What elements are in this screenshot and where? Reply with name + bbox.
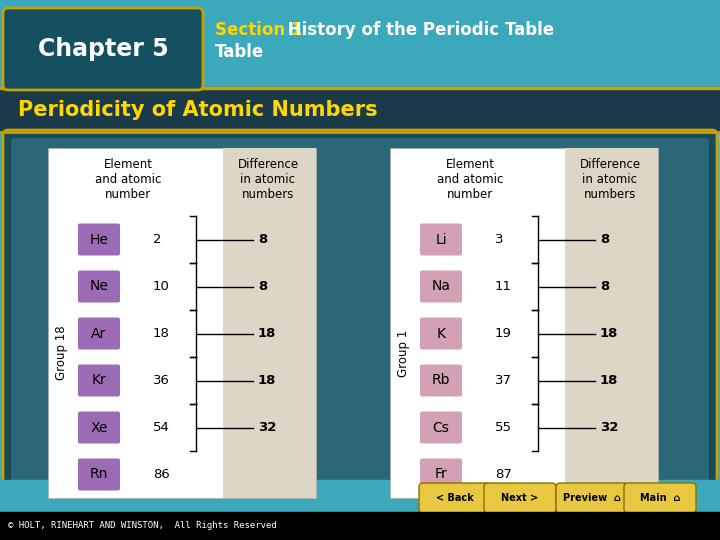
Text: Periodicity of Atomic Numbers: Periodicity of Atomic Numbers <box>18 100 377 120</box>
Text: 86: 86 <box>153 468 170 481</box>
Text: Na: Na <box>431 280 451 294</box>
Bar <box>565 148 658 498</box>
Text: 8: 8 <box>258 280 267 293</box>
Text: 18: 18 <box>153 327 170 340</box>
FancyBboxPatch shape <box>624 483 696 513</box>
Text: Rn: Rn <box>90 468 108 482</box>
FancyBboxPatch shape <box>420 364 462 396</box>
Bar <box>48 148 316 498</box>
Text: 8: 8 <box>600 280 609 293</box>
Text: K: K <box>436 327 446 341</box>
Text: Li: Li <box>435 233 447 246</box>
Text: 8: 8 <box>258 233 267 246</box>
Bar <box>223 148 316 498</box>
Text: 18: 18 <box>258 327 276 340</box>
Bar <box>390 148 658 498</box>
Text: Preview  ⌂: Preview ⌂ <box>563 493 621 503</box>
Text: 18: 18 <box>258 374 276 387</box>
Text: 3: 3 <box>495 233 503 246</box>
Text: 87: 87 <box>495 468 512 481</box>
FancyBboxPatch shape <box>420 318 462 349</box>
Text: Group 1: Group 1 <box>397 329 410 376</box>
Text: He: He <box>89 233 109 246</box>
Text: Ar: Ar <box>91 327 107 341</box>
FancyBboxPatch shape <box>420 411 462 443</box>
Text: Element
and atomic
number: Element and atomic number <box>95 158 161 201</box>
Text: Difference
in atomic
numbers: Difference in atomic numbers <box>238 158 299 201</box>
Text: Rb: Rb <box>432 374 450 388</box>
Text: < Back: < Back <box>436 493 474 503</box>
Text: Main  ⌂: Main ⌂ <box>640 493 680 503</box>
Text: 18: 18 <box>600 374 618 387</box>
FancyBboxPatch shape <box>419 483 491 513</box>
Text: 2: 2 <box>153 233 161 246</box>
Text: 32: 32 <box>258 421 276 434</box>
FancyBboxPatch shape <box>78 458 120 490</box>
FancyBboxPatch shape <box>420 224 462 255</box>
Text: Table: Table <box>215 43 264 61</box>
Text: 8: 8 <box>600 233 609 246</box>
FancyBboxPatch shape <box>3 130 717 515</box>
FancyBboxPatch shape <box>484 483 556 513</box>
Polygon shape <box>380 0 720 240</box>
Text: © HOLT, RINEHART AND WINSTON,  All Rights Reserved: © HOLT, RINEHART AND WINSTON, All Rights… <box>8 522 276 530</box>
Bar <box>0 0 720 90</box>
FancyBboxPatch shape <box>78 271 120 302</box>
FancyBboxPatch shape <box>420 271 462 302</box>
FancyBboxPatch shape <box>556 483 628 513</box>
Text: Chapter 5: Chapter 5 <box>37 37 168 61</box>
Text: Element
and atomic
number: Element and atomic number <box>437 158 503 201</box>
Text: 54: 54 <box>153 421 170 434</box>
FancyBboxPatch shape <box>78 224 120 255</box>
Text: 36: 36 <box>153 374 170 387</box>
Text: Group 18: Group 18 <box>55 326 68 380</box>
Text: 19: 19 <box>495 327 512 340</box>
Text: 11: 11 <box>495 280 512 293</box>
FancyBboxPatch shape <box>11 138 709 507</box>
FancyBboxPatch shape <box>3 8 203 90</box>
FancyBboxPatch shape <box>420 458 462 490</box>
Text: Cs: Cs <box>433 421 449 435</box>
Text: 37: 37 <box>495 374 512 387</box>
FancyBboxPatch shape <box>78 411 120 443</box>
FancyBboxPatch shape <box>78 364 120 396</box>
Text: History of the Periodic Table: History of the Periodic Table <box>282 21 554 39</box>
Text: Difference
in atomic
numbers: Difference in atomic numbers <box>580 158 641 201</box>
Text: 18: 18 <box>600 327 618 340</box>
Text: 55: 55 <box>495 421 512 434</box>
Text: 32: 32 <box>600 421 618 434</box>
Text: 10: 10 <box>153 280 170 293</box>
Text: Ne: Ne <box>89 280 109 294</box>
Text: Section 1: Section 1 <box>215 21 302 39</box>
Text: Next >: Next > <box>501 493 539 503</box>
Polygon shape <box>500 0 720 140</box>
Text: Xe: Xe <box>90 421 108 435</box>
Text: Fr: Fr <box>435 468 447 482</box>
Bar <box>0 480 720 512</box>
Text: Kr: Kr <box>91 374 107 388</box>
FancyBboxPatch shape <box>78 318 120 349</box>
Bar <box>0 512 720 540</box>
Bar <box>0 87 720 132</box>
